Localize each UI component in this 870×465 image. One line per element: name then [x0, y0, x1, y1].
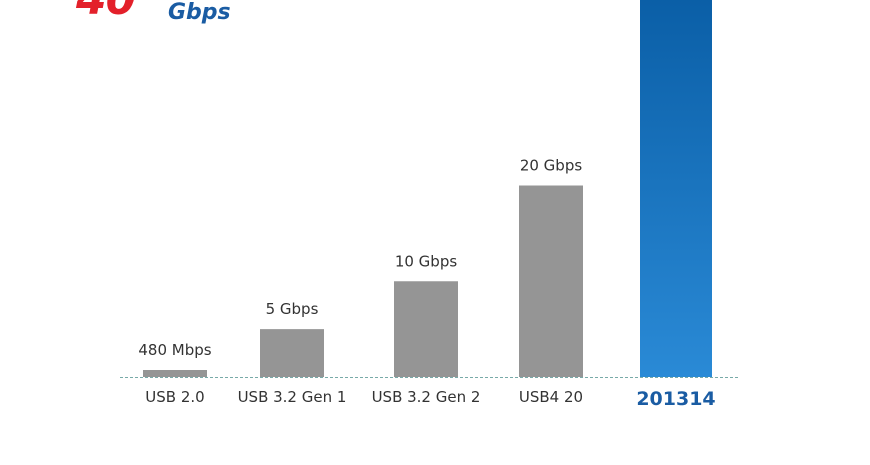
- category-label-4: 201314: [636, 388, 715, 410]
- bar-value-label-0: 480 Mbps: [138, 341, 211, 359]
- bar-value-label-1: 5 Gbps: [266, 300, 319, 318]
- category-label-1: USB 3.2 Gen 1: [238, 388, 347, 406]
- headline-value: 40: [76, 0, 136, 22]
- bar-4: [640, 0, 712, 377]
- headline-unit: Gbps: [168, 0, 231, 25]
- bar-0: [143, 370, 207, 377]
- category-label-0: USB 2.0: [145, 388, 204, 406]
- bar-1: [260, 329, 324, 377]
- category-label-3: USB4 20: [519, 388, 583, 406]
- bar-value-label-2: 10 Gbps: [395, 252, 458, 270]
- bar-3: [519, 185, 583, 377]
- category-label-2: USB 3.2 Gen 2: [372, 388, 481, 406]
- bar-2: [394, 281, 458, 377]
- bar-value-label-3: 20 Gbps: [520, 157, 583, 175]
